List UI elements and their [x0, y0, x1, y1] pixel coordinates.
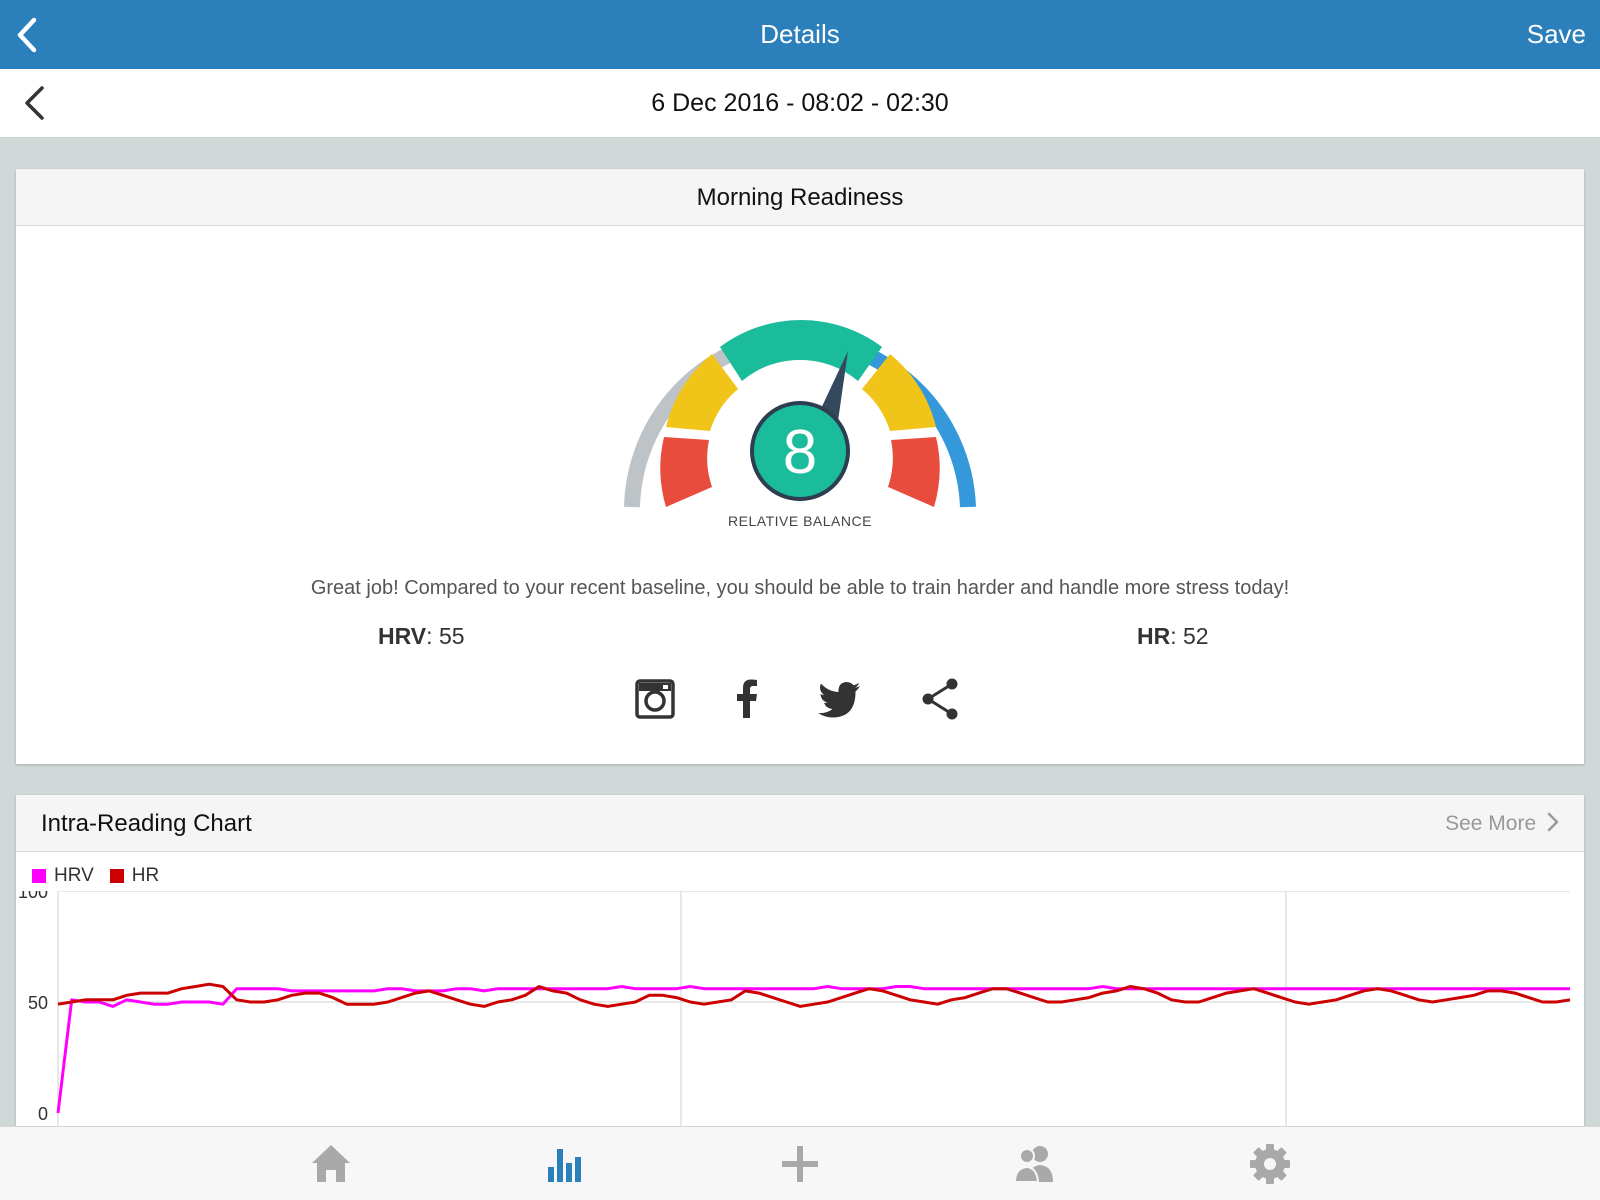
page-title: Details — [760, 19, 840, 49]
previous-reading-button[interactable] — [18, 83, 58, 123]
people-icon — [1013, 1146, 1053, 1183]
tab-stats[interactable] — [540, 1139, 590, 1189]
hr-separator: : — [1170, 623, 1177, 649]
hrv-separator: : — [426, 623, 433, 649]
gauge-segment-mid-left — [666, 354, 738, 431]
instagram-share-button[interactable] — [630, 674, 680, 724]
back-button[interactable] — [8, 14, 52, 56]
gauge-needle — [818, 351, 848, 421]
y-tick-label: 100 — [18, 891, 48, 902]
series-line-hr — [57, 982, 1571, 1008]
gauge-segment-low-right — [888, 437, 940, 507]
twitter-icon — [818, 682, 860, 718]
y-tick-label: 50 — [28, 993, 48, 1013]
reading-date: 6 Dec 2016 - 08:02 - 02:30 — [651, 89, 949, 117]
facebook-share-button[interactable] — [722, 674, 772, 724]
card-header: Morning Readiness — [16, 169, 1584, 226]
card-title: Intra-Reading Chart — [41, 810, 252, 837]
gauge-segment-low-left — [660, 437, 712, 507]
card-title: Morning Readiness — [696, 184, 904, 211]
card-header: Intra-Reading Chart See More — [16, 795, 1584, 852]
share-button[interactable] — [915, 674, 965, 724]
gauge-segment-mid-right — [862, 354, 936, 431]
legend-item-hr[interactable]: HR — [109, 865, 160, 887]
instagram-icon — [635, 679, 675, 719]
home-icon — [312, 1145, 350, 1182]
intra-reading-line-chart[interactable]: 100 50 0 — [16, 891, 1584, 1131]
gauge-value: 8 — [783, 418, 817, 487]
gauge-caption: RELATIVE BALANCE — [728, 513, 872, 529]
readiness-message: Great job! Compared to your recent basel… — [310, 577, 1290, 599]
bar-chart-icon — [548, 1149, 581, 1182]
date-bar: 6 Dec 2016 - 08:02 - 02:30 — [0, 69, 1600, 137]
series-line-hrv — [56, 985, 1570, 1114]
legend-swatch — [32, 869, 46, 883]
tab-community[interactable] — [1010, 1139, 1060, 1189]
legend-label: HR — [131, 865, 160, 886]
hrv-label: HRV — [378, 623, 427, 649]
share-icon — [922, 678, 958, 720]
gear-icon — [1250, 1144, 1290, 1184]
see-more-label: See More — [1445, 812, 1537, 835]
hrv-metric: HRV: 55 — [378, 623, 465, 650]
readiness-gauge: SYMPATHETIC PARASYMPATHETIC 8 — [624, 290, 976, 508]
top-nav-bar: Details Save — [0, 0, 1600, 69]
chart-legend: HRV HR — [32, 865, 175, 887]
y-tick-label: 0 — [38, 1104, 48, 1124]
legend-label: HRV — [54, 865, 94, 886]
facebook-icon — [737, 679, 757, 718]
tab-settings[interactable] — [1245, 1139, 1295, 1189]
twitter-share-button[interactable] — [814, 674, 864, 724]
hr-label: HR — [1137, 623, 1171, 649]
hr-value: 52 — [1183, 623, 1209, 649]
see-more-link[interactable]: See More — [1445, 795, 1560, 852]
legend-swatch — [109, 869, 124, 883]
morning-readiness-card: Morning Readiness SYMPATHETIC PARASYMPAT… — [16, 169, 1584, 764]
hr-metric: HR: 52 — [1137, 623, 1209, 650]
bottom-tab-bar — [0, 1126, 1600, 1200]
plus-icon — [782, 1146, 818, 1182]
hrv-value: 55 — [438, 623, 465, 649]
gauge-segment-optimal — [720, 320, 882, 381]
save-button[interactable]: Save — [1526, 19, 1586, 49]
chevron-left-icon — [17, 17, 37, 53]
gauge-center — [754, 405, 846, 497]
tab-add[interactable] — [775, 1139, 825, 1189]
legend-item-hrv[interactable]: HRV — [32, 865, 94, 887]
tab-home[interactable] — [306, 1139, 356, 1189]
chevron-right-icon — [1547, 812, 1559, 832]
chevron-left-icon — [25, 86, 44, 120]
